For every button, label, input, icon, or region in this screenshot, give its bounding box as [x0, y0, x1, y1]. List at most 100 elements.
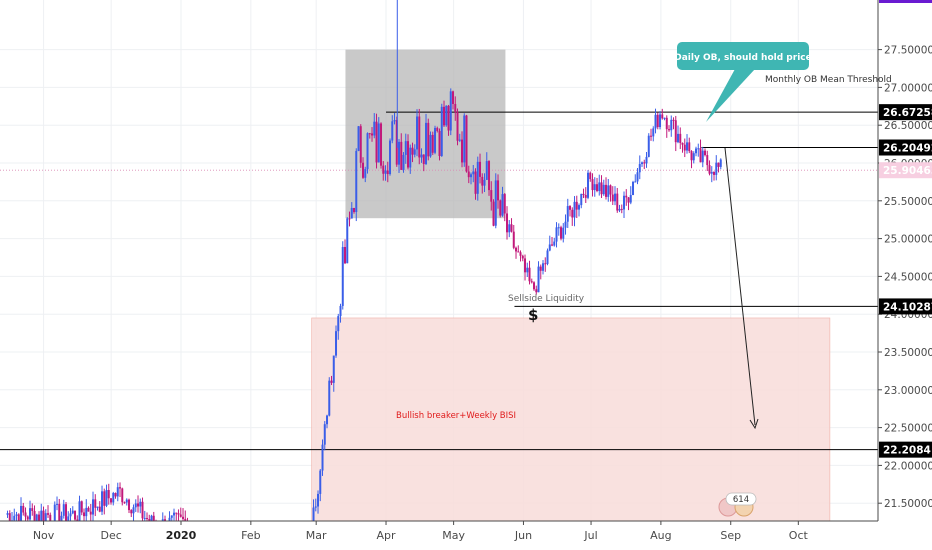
candle-body [141, 501, 144, 519]
candle-body [713, 171, 716, 175]
candle-body [652, 128, 655, 137]
candle-body [616, 193, 619, 211]
x-tick-label-4: Mar [306, 529, 327, 542]
candle-body [96, 506, 99, 508]
candle-body [508, 224, 511, 233]
candle-body [425, 122, 428, 165]
candle-body [584, 194, 587, 198]
candle-body [422, 154, 425, 165]
candle-body [332, 355, 335, 383]
candle-body [663, 117, 666, 119]
candle-body [623, 195, 626, 210]
sellside-liquidity-label: Sellside Liquidity [508, 294, 585, 304]
candle-body [510, 224, 513, 232]
candle-body [44, 513, 47, 523]
candle-body [8, 513, 11, 524]
candle-body [578, 205, 581, 210]
event-badge[interactable]: 614 [718, 492, 757, 517]
candle-body [65, 504, 68, 522]
candle-body [53, 504, 56, 525]
candle-body [497, 180, 500, 201]
candle-body [625, 195, 628, 198]
candle-body [119, 487, 122, 489]
candle-body [373, 121, 376, 136]
daily-ob-callout[interactable]: Daily OB, should hold price [674, 42, 812, 122]
candle-body [479, 161, 482, 177]
candle-body [717, 162, 720, 167]
candle-body [710, 171, 713, 174]
arrow-head [749, 418, 759, 430]
candle-body [598, 182, 601, 192]
candle-body [143, 518, 146, 520]
candle-body [704, 150, 707, 156]
candle-body [627, 197, 630, 203]
candle-body [76, 519, 79, 521]
candle-body [539, 266, 542, 271]
candle-body [452, 91, 455, 104]
x-tick-label-9: Aug [650, 529, 671, 542]
candle-body [681, 142, 684, 145]
candle-body [562, 227, 565, 239]
candle-body [629, 195, 632, 203]
candle-body [348, 218, 351, 220]
candle-body [24, 512, 27, 517]
candle-body [326, 415, 329, 425]
x-tick-label-0: Nov [33, 529, 55, 542]
candle-body [17, 514, 20, 525]
y-tick-label-8: 23.50000 [884, 347, 932, 359]
candle-body [632, 181, 635, 196]
x-tick-label-8: Jul [583, 529, 597, 542]
candle-body [449, 91, 452, 131]
candle-body [526, 267, 529, 273]
candle-body [701, 150, 704, 163]
candle-body [22, 505, 25, 513]
candle-body [83, 512, 86, 517]
candle-body [74, 510, 77, 520]
candle-body [353, 208, 356, 213]
candle-body [470, 174, 473, 178]
y-tick-label-0: 27.50000 [884, 45, 932, 57]
candle-body [645, 156, 648, 164]
candle-body [542, 263, 545, 271]
candle-body [636, 172, 639, 182]
candle-body [341, 246, 344, 306]
candle-body [150, 515, 153, 523]
candle-body [78, 501, 81, 521]
level-label-bg-2 [879, 162, 932, 179]
candle-body [602, 184, 605, 195]
x-tick-label-3: Feb [241, 529, 260, 542]
candle-body [641, 162, 644, 165]
level-lines [0, 111, 878, 451]
candle-body [416, 116, 419, 150]
candle-body [380, 123, 383, 166]
candle-body [456, 112, 459, 141]
candle-body [330, 380, 333, 383]
candle-body [40, 510, 43, 521]
candle-body [94, 499, 97, 508]
badge-count-pill [725, 492, 757, 506]
candle-body [506, 213, 509, 233]
candle-body [474, 171, 477, 194]
candle-body [411, 147, 414, 155]
level-label-3: 24.10287 [883, 301, 932, 313]
candle-body [26, 516, 29, 520]
candle-body [184, 518, 187, 521]
candle-body [686, 142, 689, 151]
level-label-bg-0 [879, 104, 932, 121]
candle-body [13, 515, 16, 521]
candle-body [564, 221, 567, 228]
candle-body [368, 133, 371, 135]
x-tick-label-1: Dec [101, 529, 122, 542]
candle-body [609, 185, 612, 195]
candle-body [634, 181, 637, 183]
candle-body [31, 508, 34, 511]
candle-body [170, 515, 173, 518]
candle-body [672, 119, 675, 121]
candle-body [386, 170, 389, 175]
candle-body [395, 120, 398, 165]
candle-body [587, 172, 590, 198]
y-tick-label-4: 25.50000 [884, 196, 932, 208]
candle-body [515, 247, 518, 252]
candle-body [371, 133, 374, 136]
